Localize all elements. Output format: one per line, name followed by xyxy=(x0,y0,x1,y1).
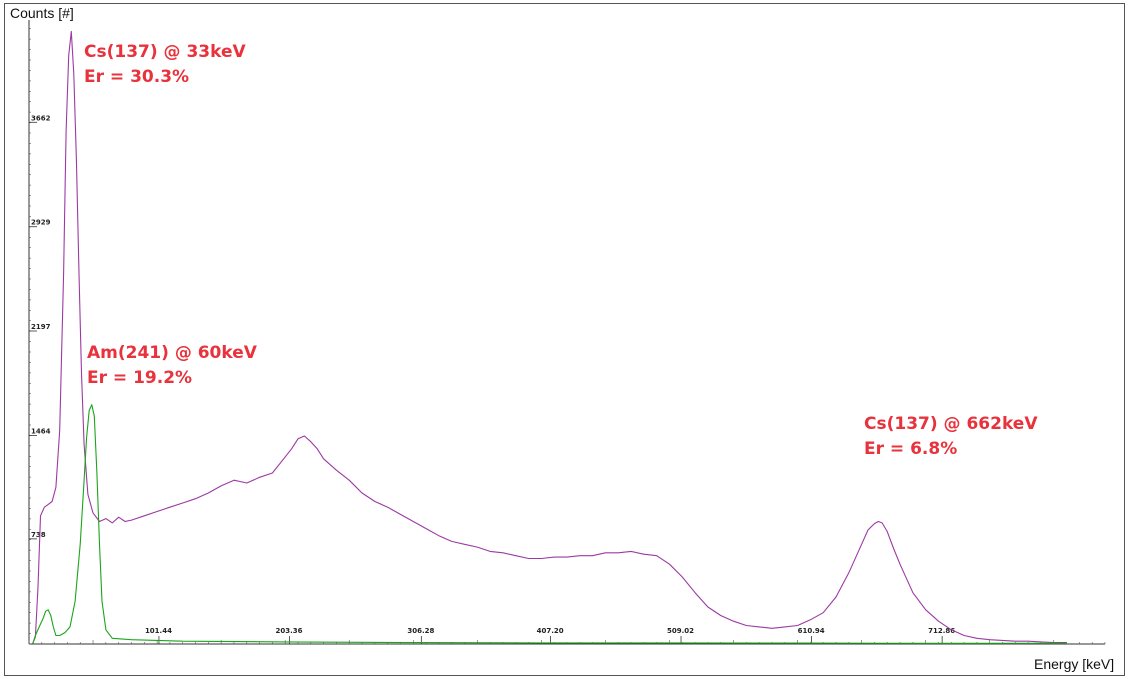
y-tick-label: 2929 xyxy=(31,219,51,227)
y-tick-label: 738 xyxy=(31,531,46,539)
x-tick-label: 509.02 xyxy=(667,627,694,635)
annotation-am241-60kev-resolution: Er = 19.2% xyxy=(87,368,193,388)
x-axis-ticks: 101.44 203.36 306.28 407.20 509.02 610.94 712.… xyxy=(145,627,955,644)
annotation-cs137-662kev: Cs(137) @ 662keV Er = 6.8% xyxy=(864,412,1037,462)
series-layer xyxy=(32,30,1067,644)
annotation-cs137-33kev-title: Cs(137) @ 33keV xyxy=(84,42,246,62)
chart-frame xyxy=(4,3,1125,676)
x-tick-label: 712.86 xyxy=(928,627,955,635)
y-axis-title: Counts [#] xyxy=(10,5,74,21)
y-axis-ticks: 738 1464 2197 2929 3662 xyxy=(29,114,51,540)
annotation-cs137-662kev-resolution: Er = 6.8% xyxy=(864,439,958,459)
minor-ticks xyxy=(28,28,1106,645)
series-line-purple xyxy=(32,30,1067,644)
x-tick-label: 306.28 xyxy=(407,627,434,635)
series-line-green xyxy=(32,404,1067,644)
x-tick-label: 407.20 xyxy=(537,627,564,635)
annotation-cs137-33kev-resolution: Er = 30.3% xyxy=(84,67,190,87)
x-axis-title: Energy [keV] xyxy=(1034,656,1115,672)
annotation-cs137-662kev-title: Cs(137) @ 662keV xyxy=(864,414,1038,434)
x-tick-label: 610.94 xyxy=(798,627,825,635)
y-tick-label: 1464 xyxy=(31,427,51,435)
y-tick-label: 2197 xyxy=(31,323,51,331)
annotation-am241-60kev-title: Am(241) @ 60keV xyxy=(87,343,257,363)
x-tick-label: 101.44 xyxy=(145,627,172,635)
x-tick-label: 203.36 xyxy=(275,627,302,635)
annotation-cs137-33kev: Cs(137) @ 33keV Er = 30.3% xyxy=(84,40,246,90)
y-tick-label: 3662 xyxy=(31,114,51,122)
annotation-am241-60kev: Am(241) @ 60keV Er = 19.2% xyxy=(87,341,257,391)
